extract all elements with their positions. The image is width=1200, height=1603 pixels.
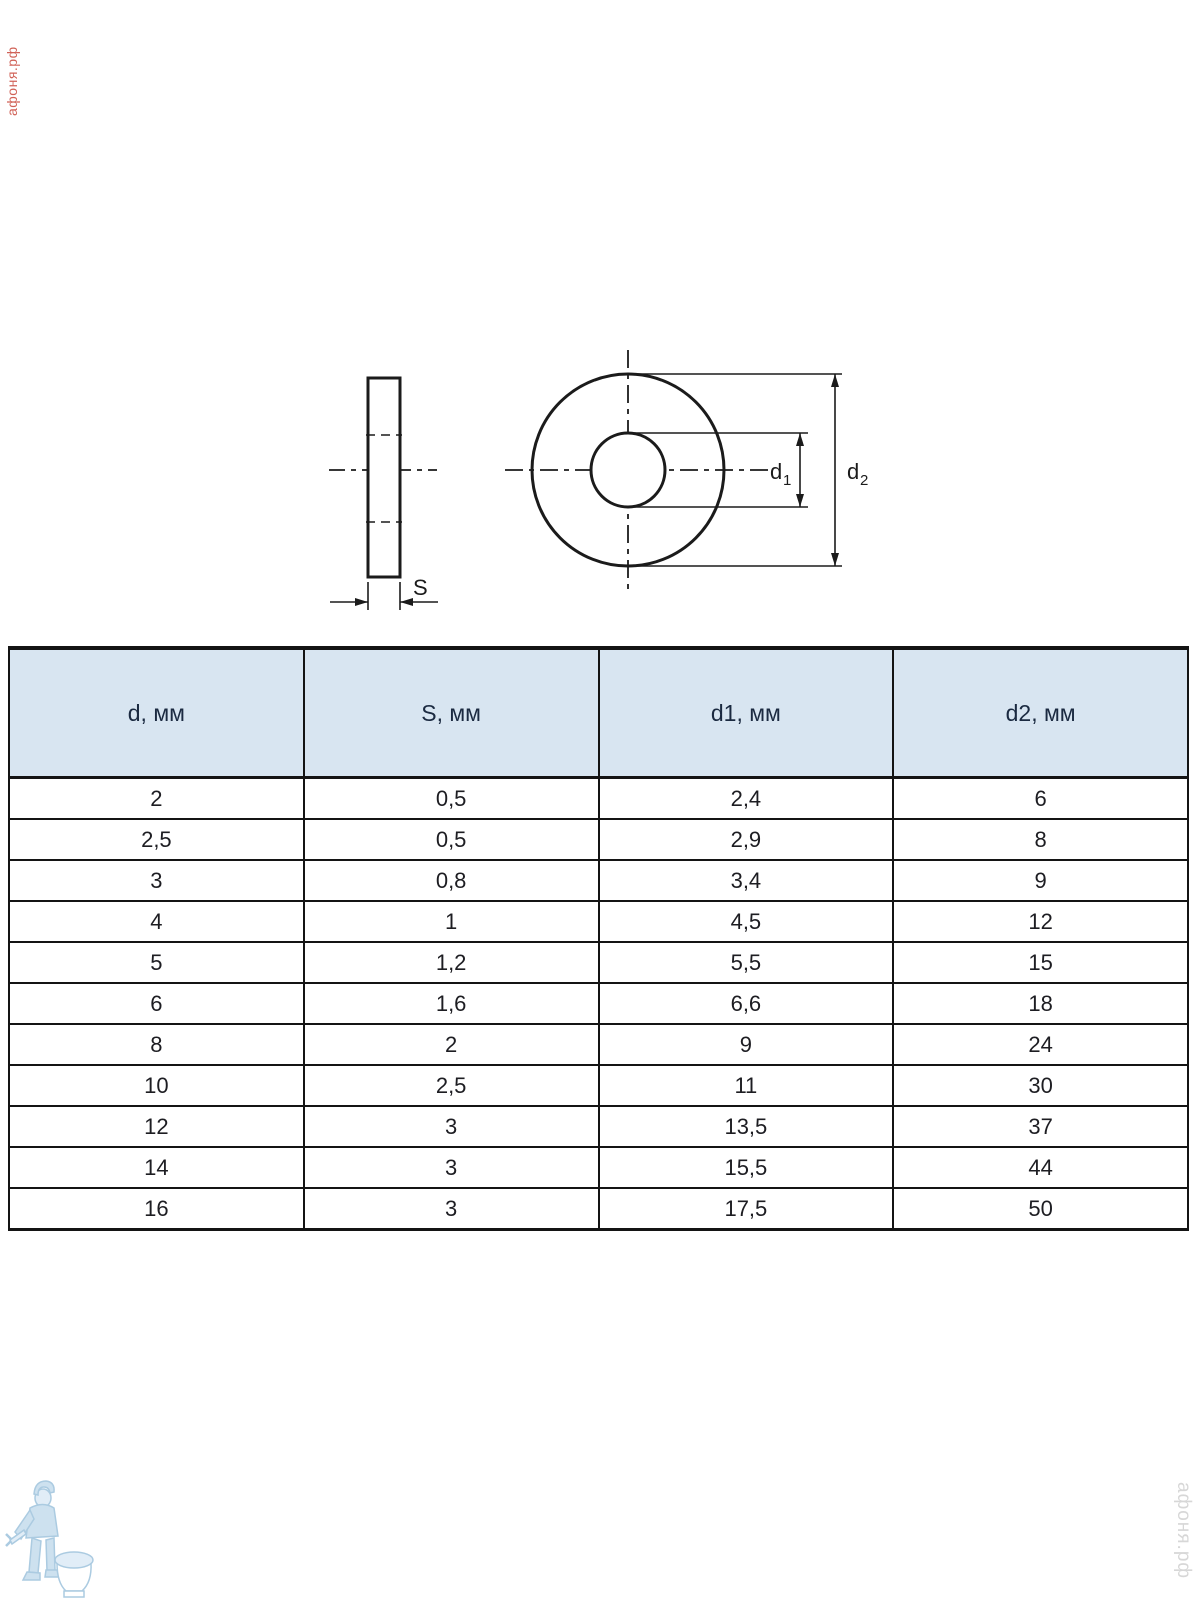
table-cell: 8 (8, 1023, 305, 1066)
table-cell: 8 (892, 818, 1189, 861)
table-row: 16 3 17,5 50 (8, 1187, 1189, 1231)
watermark-bottom-right: афоня.рф (1173, 1482, 1194, 1580)
table-row: 12 3 13,5 37 (8, 1105, 1189, 1148)
header-s: S, мм (302, 647, 600, 779)
table-cell: 11 (597, 1064, 895, 1107)
d2-arrow-bottom (831, 553, 839, 566)
table-row: 8 2 9 24 (8, 1023, 1189, 1066)
table-cell: 2,5 (8, 818, 305, 861)
d1-label: d (770, 459, 782, 484)
table-cell: 6 (8, 982, 305, 1025)
table-row: 5 1,2 5,5 15 (8, 941, 1189, 984)
plumber-logo (5, 1480, 94, 1598)
thickness-label: S (413, 575, 428, 600)
table-header-row: d, мм S, мм d1, мм d2, мм (8, 647, 1189, 779)
table-row: 3 0,8 3,4 9 (8, 859, 1189, 902)
table-cell: 15 (892, 941, 1189, 984)
table-row: 10 2,5 11 30 (8, 1064, 1189, 1107)
table-cell: 0,5 (302, 818, 600, 861)
table-cell: 30 (892, 1064, 1189, 1107)
table-cell: 3 (8, 859, 305, 902)
s-arrow-left (355, 598, 368, 606)
table-cell: 44 (892, 1146, 1189, 1189)
table-cell: 4 (8, 900, 305, 943)
table-cell: 4,5 (597, 900, 895, 943)
table-cell: 9 (892, 859, 1189, 902)
table-cell: 2 (8, 776, 305, 820)
table-cell: 13,5 (597, 1105, 895, 1148)
table-cell: 3 (302, 1187, 600, 1231)
table-cell: 0,8 (302, 859, 600, 902)
toilet (54, 1551, 94, 1598)
table-cell: 10 (8, 1064, 305, 1107)
table-cell: 0,5 (302, 776, 600, 820)
front-view: d 1 d 2 (505, 350, 868, 590)
table-cell: 15,5 (597, 1146, 895, 1189)
inner-circle (589, 431, 667, 509)
table-cell: 5,5 (597, 941, 895, 984)
table-cell: 37 (892, 1105, 1189, 1148)
d2-arrow-top (831, 374, 839, 387)
table-cell: 6 (892, 776, 1189, 820)
table-cell: 2 (302, 1023, 600, 1066)
table-cell: 1,6 (302, 982, 600, 1025)
table-cell: 12 (8, 1105, 305, 1148)
d1-label-subscript: 1 (783, 472, 791, 489)
header-d1: d1, мм (597, 647, 895, 779)
side-view: S (329, 376, 438, 610)
table-cell: 1,2 (302, 941, 600, 984)
washer-side-outline (366, 376, 402, 579)
table-cell: 2,4 (597, 776, 895, 820)
dimensions-table: d, мм S, мм d1, мм d2, мм 2 0,5 2,4 6 2,5 0,5… (8, 646, 1189, 1231)
table-row: 4 1 4,5 12 (8, 900, 1189, 943)
d1-arrow-top (796, 433, 804, 446)
table-cell: 14 (8, 1146, 305, 1189)
table-cell: 12 (892, 900, 1189, 943)
table-cell: 24 (892, 1023, 1189, 1066)
table-cell: 5 (8, 941, 305, 984)
table-cell: 16 (8, 1187, 305, 1231)
washer-technical-drawing: S d 1 d 2 (329, 350, 868, 610)
table-cell: 17,5 (597, 1187, 895, 1231)
table-row: 2 0,5 2,4 6 (8, 776, 1189, 820)
d2-label-subscript: 2 (860, 472, 868, 489)
table-cell: 1 (302, 900, 600, 943)
table-cell: 6,6 (597, 982, 895, 1025)
table-cell: 3 (302, 1105, 600, 1148)
s-arrow-right (400, 598, 413, 606)
plumber-figure (5, 1480, 62, 1581)
table-cell: 3,4 (597, 859, 895, 902)
table-row: 6 1,6 6,6 18 (8, 982, 1189, 1025)
table-row: 14 3 15,5 44 (8, 1146, 1189, 1189)
d2-label: d (847, 459, 859, 484)
table-cell: 18 (892, 982, 1189, 1025)
table-cell: 9 (597, 1023, 895, 1066)
table-cell: 2,9 (597, 818, 895, 861)
table-row: 2,5 0,5 2,9 8 (8, 818, 1189, 861)
header-d2: d2, мм (892, 647, 1189, 779)
table-cell: 50 (892, 1187, 1189, 1231)
header-d: d, мм (8, 647, 305, 779)
table-cell: 2,5 (302, 1064, 600, 1107)
watermark-top-left: афоня.рф (4, 46, 20, 116)
table-cell: 3 (302, 1146, 600, 1189)
d1-arrow-bottom (796, 494, 804, 507)
